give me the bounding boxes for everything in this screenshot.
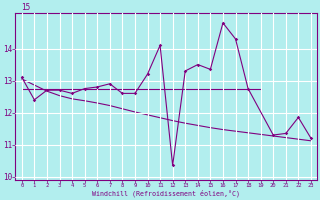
X-axis label: Windchill (Refroidissement éolien,°C): Windchill (Refroidissement éolien,°C) [92,190,240,197]
Text: 15: 15 [21,3,31,12]
